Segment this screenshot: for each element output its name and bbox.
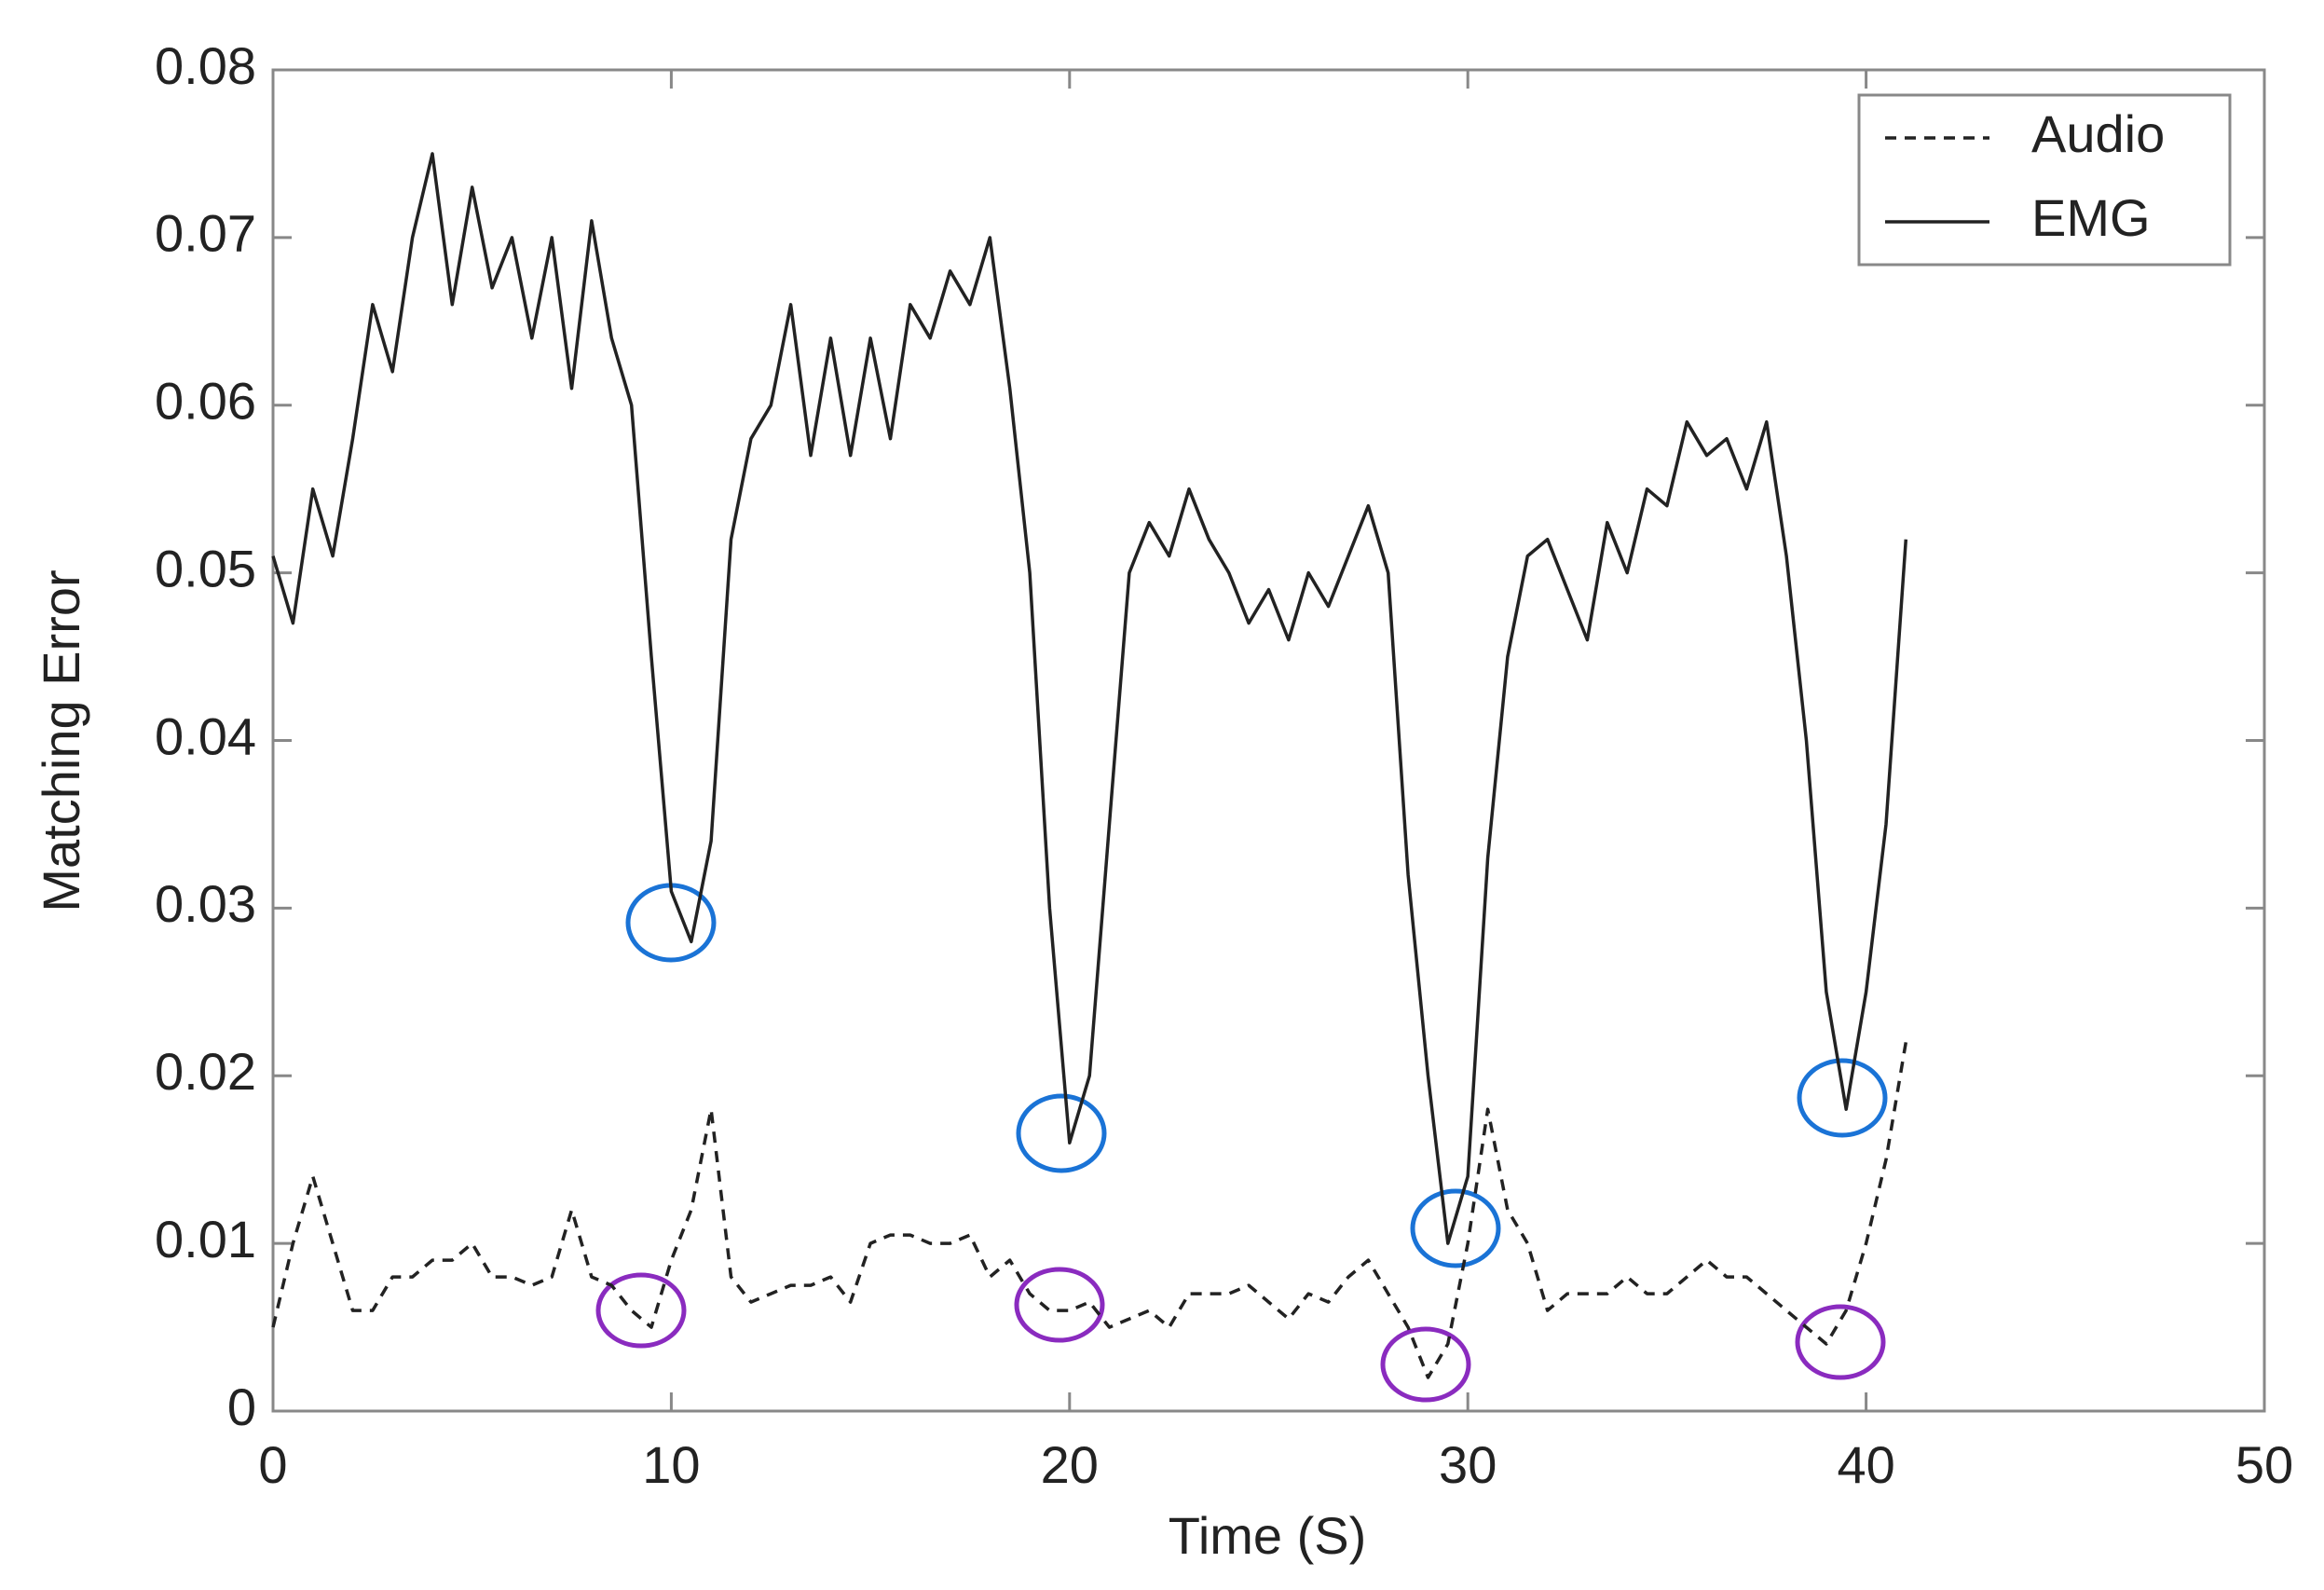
y-tick-label: 0.05	[155, 539, 256, 597]
x-tick-label: 20	[1041, 1435, 1099, 1494]
y-tick-label: 0.01	[155, 1210, 256, 1268]
series-line	[271, 1042, 1908, 1379]
x-axis-label: Time (S)	[1169, 1506, 1367, 1565]
highlight-circle	[1014, 1267, 1105, 1343]
highlight-circle	[1797, 1058, 1888, 1138]
y-tick-label: 0	[227, 1378, 256, 1436]
highlight-circle	[1795, 1304, 1886, 1380]
annotations	[595, 883, 1888, 1403]
y-tick-label: 0.03	[155, 874, 256, 933]
y-tick-label: 0.02	[155, 1042, 256, 1101]
y-tick-label: 0.07	[155, 204, 256, 263]
highlight-circle	[1380, 1326, 1471, 1403]
legend-label: EMG	[2031, 188, 2151, 247]
highlight-circle	[1016, 1093, 1107, 1173]
x-tick-label: 30	[1439, 1435, 1497, 1494]
legend-label: Audio	[2031, 104, 2165, 163]
y-tick-label: 0.08	[155, 36, 256, 95]
y-axis-label: Matching Error	[32, 569, 90, 912]
series-line	[271, 152, 1908, 1245]
y-tick-label: 0.06	[155, 372, 256, 431]
y-tick-label: 0.04	[155, 706, 256, 765]
plot-frame	[271, 68, 2266, 1413]
x-tick-label: 0	[258, 1435, 287, 1494]
x-tick-label: 40	[1837, 1435, 1894, 1494]
x-tick-label: 10	[642, 1435, 700, 1494]
x-tick-label: 50	[2235, 1435, 2293, 1494]
highlight-circle	[595, 1272, 687, 1349]
legend-box	[1857, 93, 2232, 267]
highlight-circle	[1410, 1188, 1501, 1268]
